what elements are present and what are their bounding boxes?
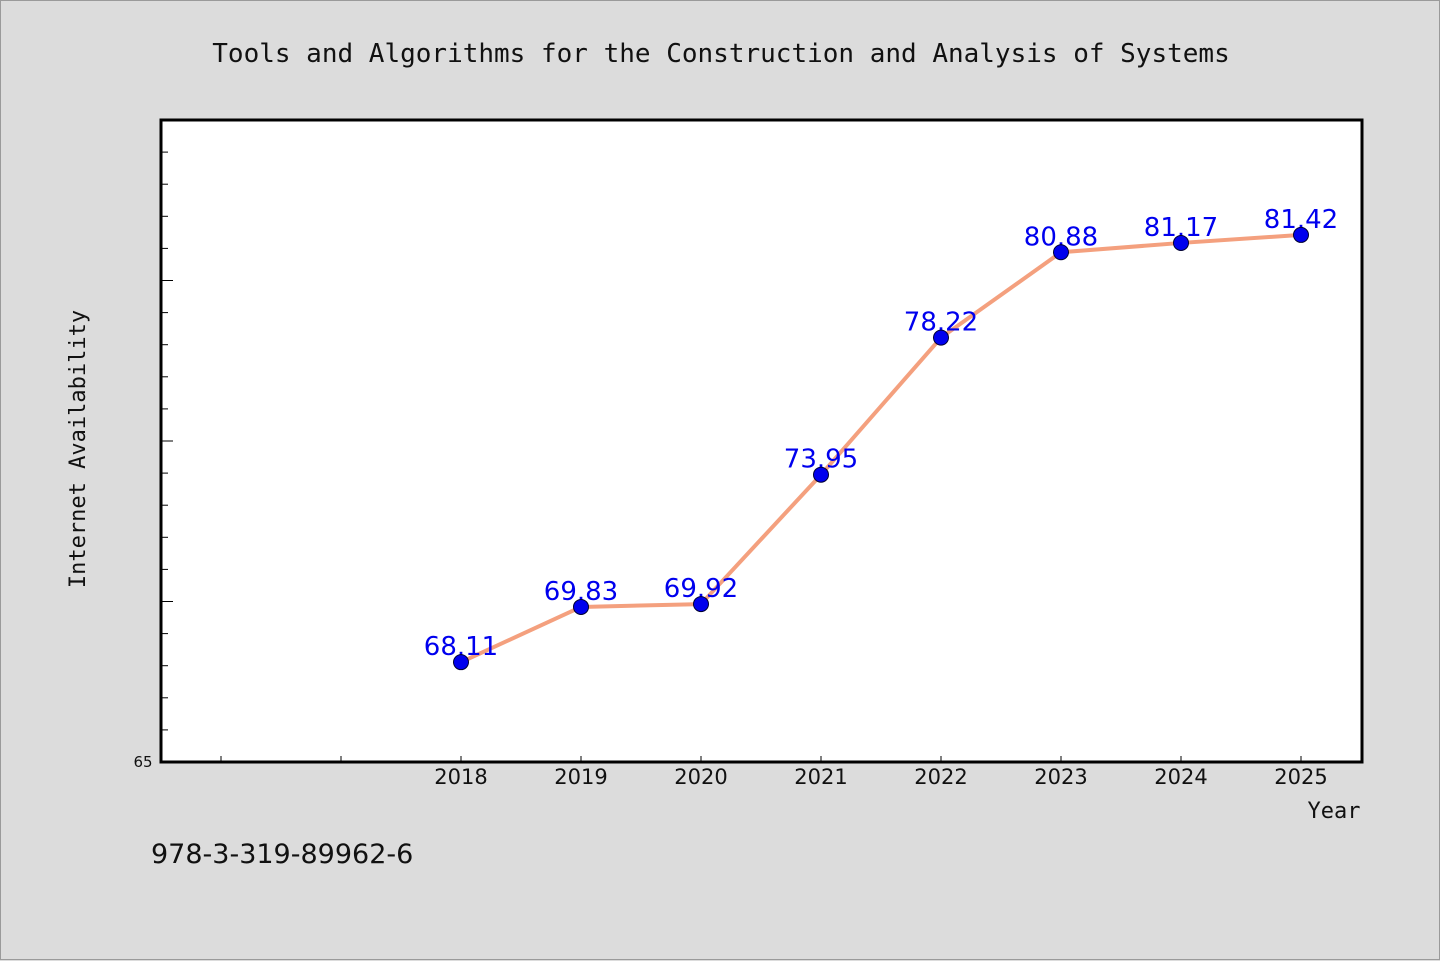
data-point	[693, 596, 709, 613]
y-axis-label: Internet Availability	[66, 310, 91, 588]
series-line	[460, 232, 1302, 664]
isbn-text: 978-3-319-89962-6	[151, 839, 413, 870]
x-axis-label: Year	[1308, 799, 1361, 824]
plot-area	[159, 118, 1364, 764]
x-axis-tick-labels: 2018 2019 2020 2021 2022 2023 2024 2025	[434, 765, 1327, 789]
data-point	[1173, 234, 1189, 251]
data-point	[1293, 226, 1309, 243]
chart-title: Tools and Algorithms for the Constructio…	[212, 39, 1229, 69]
data-point	[573, 598, 589, 615]
data-point	[933, 329, 949, 346]
x-tick-label: 2025	[1274, 765, 1327, 789]
series-markers	[453, 226, 1309, 671]
data-point	[453, 654, 469, 671]
x-tick-label: 2024	[1154, 765, 1207, 789]
data-point	[1053, 244, 1069, 261]
x-tick-label: 2021	[794, 765, 847, 789]
x-tick-label: 2022	[914, 765, 967, 789]
x-tick-label: 2018	[434, 765, 487, 789]
data-point	[813, 466, 829, 483]
x-tick-label: 2019	[554, 765, 607, 789]
x-tick-label: 2020	[674, 765, 727, 789]
x-tick-label: 2023	[1034, 765, 1087, 789]
y-axis-ticks	[161, 151, 173, 731]
x-axis-ticks	[220, 756, 1302, 762]
y-axis-min-label: 65	[133, 753, 152, 771]
